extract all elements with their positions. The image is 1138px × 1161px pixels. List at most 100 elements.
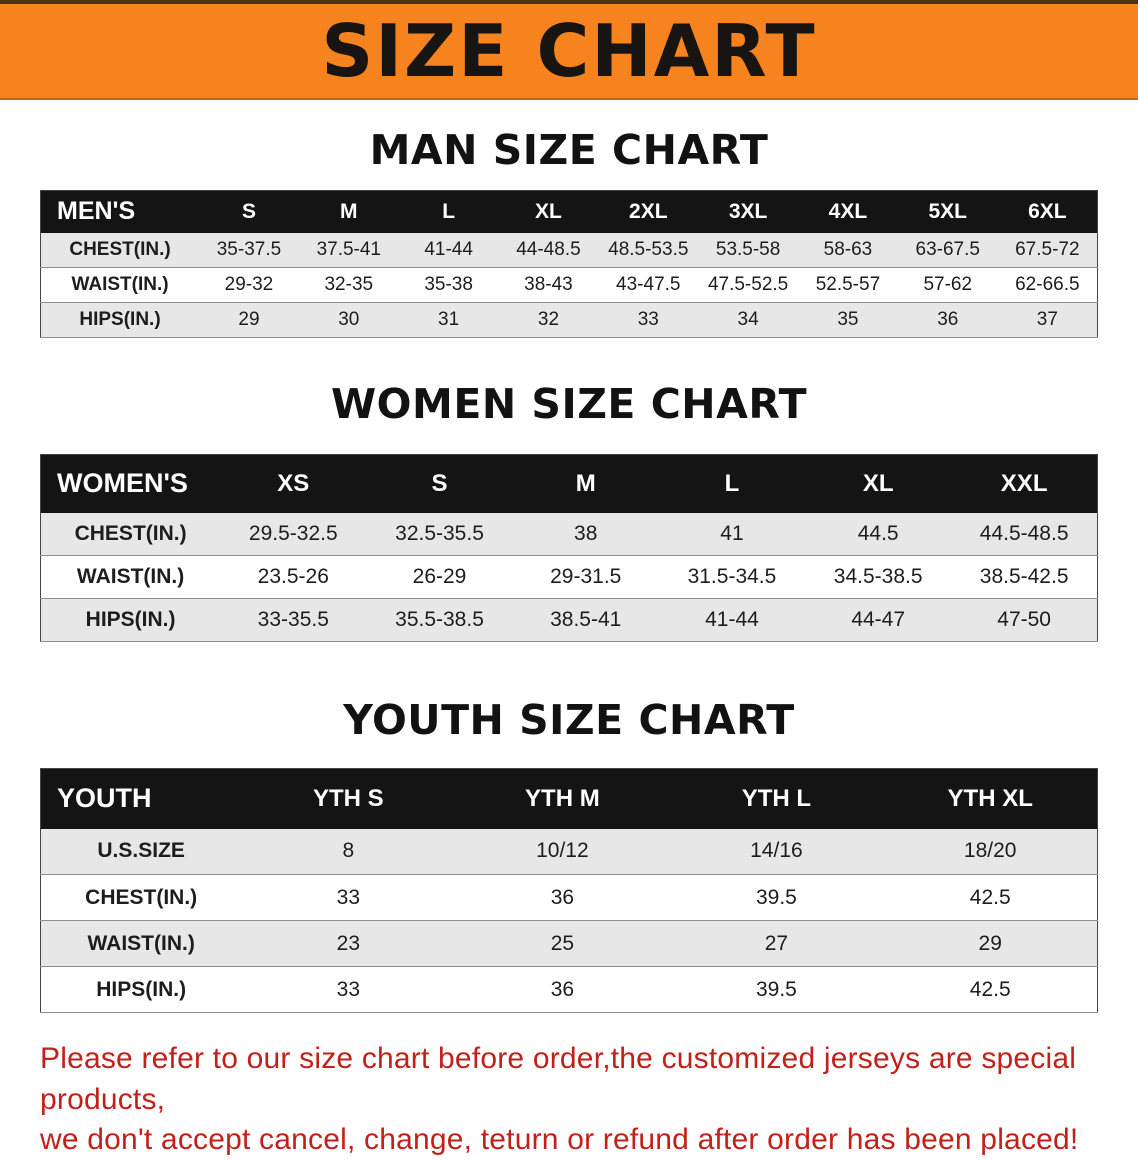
table-row: WAIST(IN.) 29-32 32-35 35-38 38-43 43-47.5 47.… (40, 267, 1098, 303)
value-cell: 63-67.5 (915, 238, 980, 260)
men-size-table: MEN'S S M L XL 2XL 3XL 4XL 5XL 6XL CHEST(IN.) 35-37… (40, 190, 1098, 338)
value-cell: 35.5-38.5 (395, 608, 484, 631)
value-cell: 58-63 (823, 238, 873, 260)
value-cell: 67.5-72 (1015, 238, 1080, 260)
value-cell: 48.5-53.5 (608, 238, 689, 260)
value-cell: 41 (720, 521, 744, 545)
row-label-cell: WAIST(IN.) (76, 565, 185, 588)
value-cell: 33 (637, 309, 659, 330)
value-cell: 25 (550, 931, 575, 955)
youth-size-section: YOUTH SIZE CHART YOUTH YTH S YTH M YTH L YTH… (0, 696, 1138, 1013)
table-row: HIPS(IN.) 33 36 39.5 42.5 (40, 966, 1098, 1013)
row-label-cell: WAIST(IN.) (71, 274, 169, 295)
size-header-cell: XS (220, 454, 367, 513)
value-cell: 36 (550, 885, 575, 909)
value-cell: 37.5-41 (316, 238, 382, 260)
value-cell: 32.5-35.5 (395, 521, 484, 545)
value-cell: 44.5 (857, 521, 899, 545)
size-header-cell: YTH S (241, 768, 456, 829)
table-header-row: MEN'S S M L XL 2XL 3XL 4XL 5XL 6XL (40, 190, 1098, 233)
footer-disclaimer: Please refer to our size chart before or… (40, 1039, 1098, 1161)
value-cell: 35 (837, 309, 859, 330)
value-cell: 52.5-57 (815, 274, 881, 295)
value-cell: 10/12 (536, 839, 589, 863)
size-header-cell: XL (498, 190, 599, 233)
women-size-table-wrap: WOMEN'S XS S M L XL XXL CHEST(IN.) 29.5-32.5 32.5… (40, 454, 1098, 642)
value-cell: 29-31.5 (550, 565, 622, 588)
size-header-cell: S (366, 454, 513, 513)
size-header-cell: 6XL (997, 190, 1098, 233)
youth-size-table: YOUTH YTH S YTH M YTH L YTH XL U.S.SIZE 8 10/12… (40, 768, 1098, 1013)
value-cell: 44.5-48.5 (979, 521, 1069, 545)
value-cell: 38-43 (524, 274, 573, 295)
value-cell: 30 (338, 309, 360, 330)
value-cell: 38 (574, 521, 598, 545)
value-cell: 42.5 (969, 977, 1011, 1001)
women-size-table: WOMEN'S XS S M L XL XXL CHEST(IN.) 29.5-32.5 32.5… (40, 454, 1098, 642)
table-title-cell: YOUTH (40, 768, 242, 829)
value-cell: 43-47.5 (616, 274, 681, 295)
women-section-heading: WOMEN SIZE CHART (330, 380, 808, 428)
youth-size-table-wrap: YOUTH YTH S YTH M YTH L YTH XL U.S.SIZE 8 10/12… (40, 768, 1098, 1013)
women-size-section: WOMEN SIZE CHART WOMEN'S XS S M L XL XXL CHEST(… (0, 380, 1138, 642)
size-header-cell: YTH XL (883, 768, 1098, 829)
size-header-cell: YTH M (455, 768, 670, 829)
row-label-cell: WAIST(IN.) (87, 931, 195, 955)
row-label-cell: U.S.SIZE (97, 839, 185, 863)
table-row: HIPS(IN.) 33-35.5 35.5-38.5 38.5-41 41-44 44-… (40, 598, 1098, 642)
table-row: CHEST(IN.) 33 36 39.5 42.5 (40, 874, 1098, 921)
size-header-cell: S (199, 190, 299, 233)
row-label-cell: CHEST(IN.) (85, 885, 198, 909)
value-cell: 36 (550, 977, 575, 1001)
table-title-cell: WOMEN'S (40, 454, 221, 513)
value-cell: 33 (336, 977, 361, 1001)
size-chart-banner: SIZE CHART (0, 0, 1138, 100)
size-header-cell: M (298, 190, 399, 233)
value-cell: 41-44 (424, 238, 473, 260)
value-cell: 31.5-34.5 (687, 565, 777, 588)
size-header-cell: 3XL (698, 190, 799, 233)
value-cell: 38.5-42.5 (979, 565, 1069, 588)
value-cell: 62-66.5 (1015, 274, 1080, 295)
table-title-cell: MEN'S (40, 190, 200, 233)
value-cell: 53.5-58 (715, 238, 781, 260)
value-cell: 39.5 (755, 977, 797, 1001)
value-cell: 26-29 (412, 565, 467, 588)
table-row: WAIST(IN.) 23.5-26 26-29 29-31.5 31.5-34.5 34… (40, 555, 1098, 599)
value-cell: 31 (438, 309, 460, 330)
table-row: CHEST(IN.) 29.5-32.5 32.5-35.5 38 41 44.5 44.5… (40, 512, 1098, 556)
size-header-cell: XXL (951, 454, 1098, 513)
value-cell: 29 (978, 931, 1002, 955)
value-cell: 44-48.5 (516, 238, 581, 260)
row-label-cell: CHEST(IN.) (69, 238, 171, 260)
youth-section-heading: YOUTH SIZE CHART (343, 696, 795, 744)
value-cell: 57-62 (923, 274, 973, 295)
table-header-row: WOMEN'S XS S M L XL XXL (40, 454, 1098, 513)
value-cell: 36 (937, 309, 959, 330)
value-cell: 18/20 (963, 839, 1017, 863)
size-header-cell: 2XL (598, 190, 699, 233)
men-size-section: MAN SIZE CHART MEN'S S M L XL 2XL 3XL 4XL 5XL 6XL… (0, 126, 1138, 338)
size-header-cell: M (512, 454, 659, 513)
value-cell: 39.5 (755, 885, 797, 909)
page-title: SIZE CHART (321, 9, 817, 93)
value-cell: 35-37.5 (216, 238, 282, 260)
value-cell: 29.5-32.5 (248, 521, 338, 545)
men-section-heading: MAN SIZE CHART (369, 126, 769, 174)
footer-disclaimer-line-1: Please refer to our size chart before or… (40, 1042, 1077, 1116)
value-cell: 35-38 (424, 274, 473, 295)
value-cell: 47.5-52.5 (707, 274, 789, 295)
value-cell: 33-35.5 (257, 608, 329, 631)
value-cell: 29-32 (224, 274, 274, 295)
value-cell: 44-47 (851, 608, 906, 631)
value-cell: 38.5-41 (550, 608, 622, 631)
row-label-cell: HIPS(IN.) (79, 309, 161, 330)
value-cell: 34.5-38.5 (833, 565, 923, 588)
value-cell: 47-50 (997, 608, 1051, 631)
value-cell: 33 (336, 885, 361, 909)
value-cell: 32-35 (324, 274, 374, 295)
row-label-cell: HIPS(IN.) (96, 977, 187, 1001)
men-size-table-wrap: MEN'S S M L XL 2XL 3XL 4XL 5XL 6XL CHEST(IN.) 35-37… (40, 190, 1098, 338)
row-label-cell: HIPS(IN.) (85, 608, 176, 631)
size-header-cell: XL (805, 454, 952, 513)
